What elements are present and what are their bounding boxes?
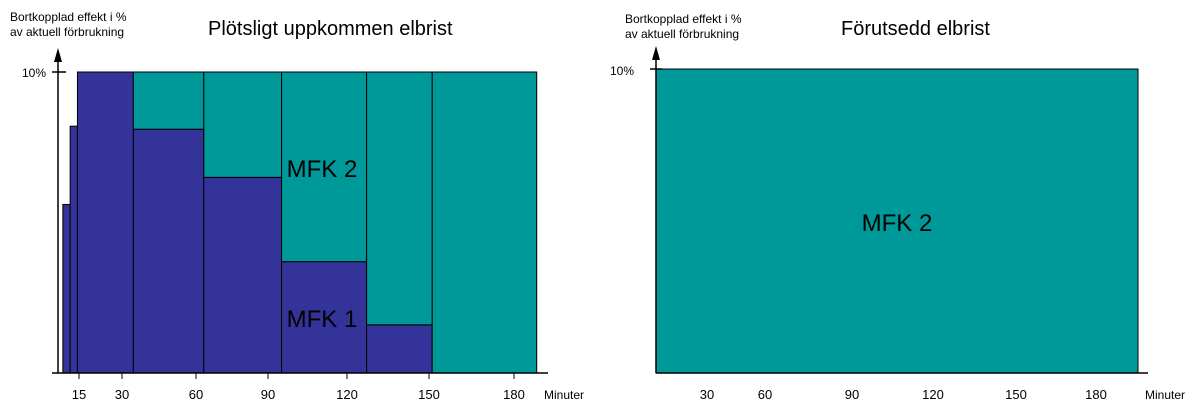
annotation-mfk2: MFK 2 xyxy=(287,156,358,183)
chart-plot: 10% 15 30 60 90 120 150 180 Minuter MFK 2 MFK 1 xyxy=(22,48,584,401)
y-axis-label-line-1: Bortkopplad effekt i % xyxy=(625,12,742,26)
bar-mfk1-4 xyxy=(203,176,283,374)
bar-mfk1-2 xyxy=(76,71,134,374)
bar-mfk2-0 xyxy=(132,71,205,130)
y-axis-label: Bortkopplad effekt i % av aktuell förbru… xyxy=(625,12,742,42)
x-tick-label: 180 xyxy=(1085,387,1107,401)
chart-plot: 10% 30 60 90 120 150 180 Minuter MFK 2 xyxy=(610,46,1185,401)
x-tick-label: 90 xyxy=(261,387,275,401)
bar-mfk2-2 xyxy=(281,71,368,263)
chart-title: Plötsligt uppkommen elbrist xyxy=(208,18,453,40)
chart-panel-sudden: Bortkopplad effekt i % av aktuell förbru… xyxy=(10,10,584,401)
annotation-mfk1: MFK 1 xyxy=(287,306,358,333)
y-axis-label: Bortkopplad effekt i % av aktuell förbru… xyxy=(10,10,127,40)
x-tick-label: 60 xyxy=(758,387,772,401)
x-tick-label: 30 xyxy=(115,387,129,401)
x-axis-label: Minuter xyxy=(544,388,584,401)
bar-mfk2-3 xyxy=(366,71,433,326)
y-tick-label: 10% xyxy=(610,64,634,78)
y-axis-arrow xyxy=(54,48,62,62)
x-tick-label: 60 xyxy=(189,387,203,401)
bar-mfk1-3 xyxy=(132,128,205,374)
bar-mfk1-5 xyxy=(281,261,368,374)
bar-mfk2-4 xyxy=(431,71,538,374)
bar-mfk1-1 xyxy=(69,125,78,374)
x-tick-label: 120 xyxy=(336,387,358,401)
x-tick-label: 180 xyxy=(503,387,525,401)
x-tick-label: 90 xyxy=(845,387,859,401)
y-axis-label-line-2: av aktuell förbrukning xyxy=(625,27,740,41)
bar-mfk1-0 xyxy=(62,203,71,374)
y-axis-label-line-1: Bortkopplad effekt i % xyxy=(10,10,127,24)
y-tick-label: 10% xyxy=(22,66,46,80)
x-tick-label: 120 xyxy=(922,387,944,401)
x-axis-label: Minuter xyxy=(1145,388,1185,401)
bar-mfk2-1 xyxy=(203,71,283,178)
x-tick-label: 150 xyxy=(1005,387,1027,401)
chart-title: Förutsedd elbrist xyxy=(841,18,990,40)
x-tick-label: 15 xyxy=(72,387,86,401)
chart-panel-foreseen: Bortkopplad effekt i % av aktuell förbru… xyxy=(600,0,1196,401)
x-tick-label: 30 xyxy=(700,387,714,401)
area-mfk2 xyxy=(655,68,1139,374)
annotation-mfk2: MFK 2 xyxy=(862,210,933,237)
y-axis-label-line-2: av aktuell förbrukning xyxy=(10,25,125,39)
x-tick-label: 150 xyxy=(418,387,440,401)
bar-mfk1-6 xyxy=(366,324,433,374)
y-axis-arrow xyxy=(652,46,660,60)
